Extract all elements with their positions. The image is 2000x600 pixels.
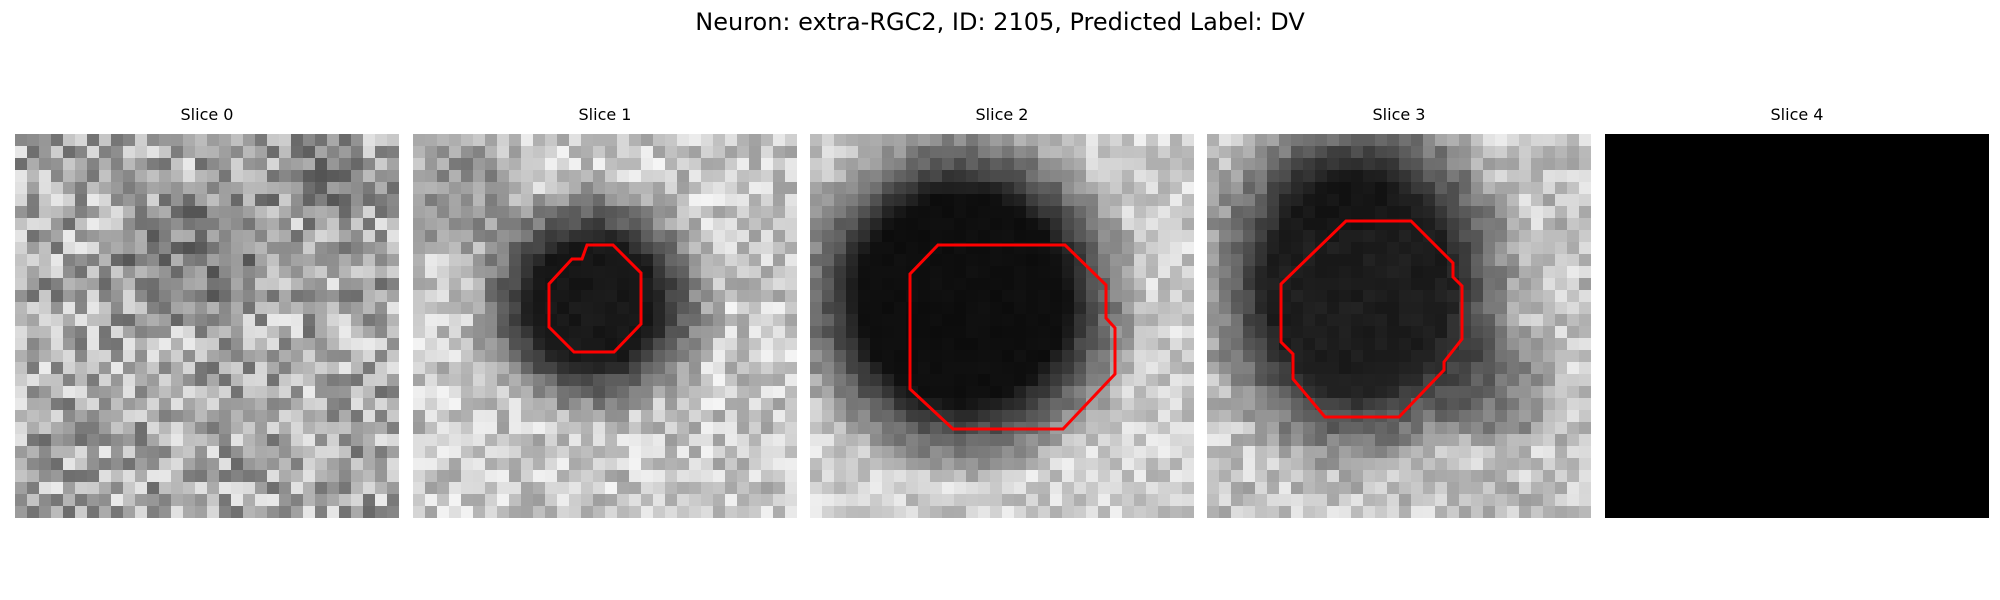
slice-image-2 [810,134,1194,518]
figure-title: Neuron: extra-RGC2, ID: 2105, Predicted … [695,8,1305,36]
roi-contour-1 [547,243,643,354]
slice-image-4 [1605,134,1989,518]
slice-image-1 [413,134,797,518]
slice-title-3: Slice 3 [1372,105,1426,124]
slice-panel-4: Slice 4 [1605,105,1989,518]
slice-title-1: Slice 1 [578,105,632,124]
slice-image-0 [15,134,399,518]
roi-contour-3 [1279,219,1464,419]
roi-contour-2 [908,243,1117,431]
slice-title-0: Slice 0 [180,105,234,124]
slice-title-4: Slice 4 [1770,105,1824,124]
slice-panel-3: Slice 3 [1207,105,1591,518]
slice-panel-0: Slice 0 [15,105,399,518]
slice-image-3 [1207,134,1591,518]
slice-title-2: Slice 2 [975,105,1029,124]
slice-panel-2: Slice 2 [810,105,1194,518]
slice-panel-1: Slice 1 [413,105,797,518]
